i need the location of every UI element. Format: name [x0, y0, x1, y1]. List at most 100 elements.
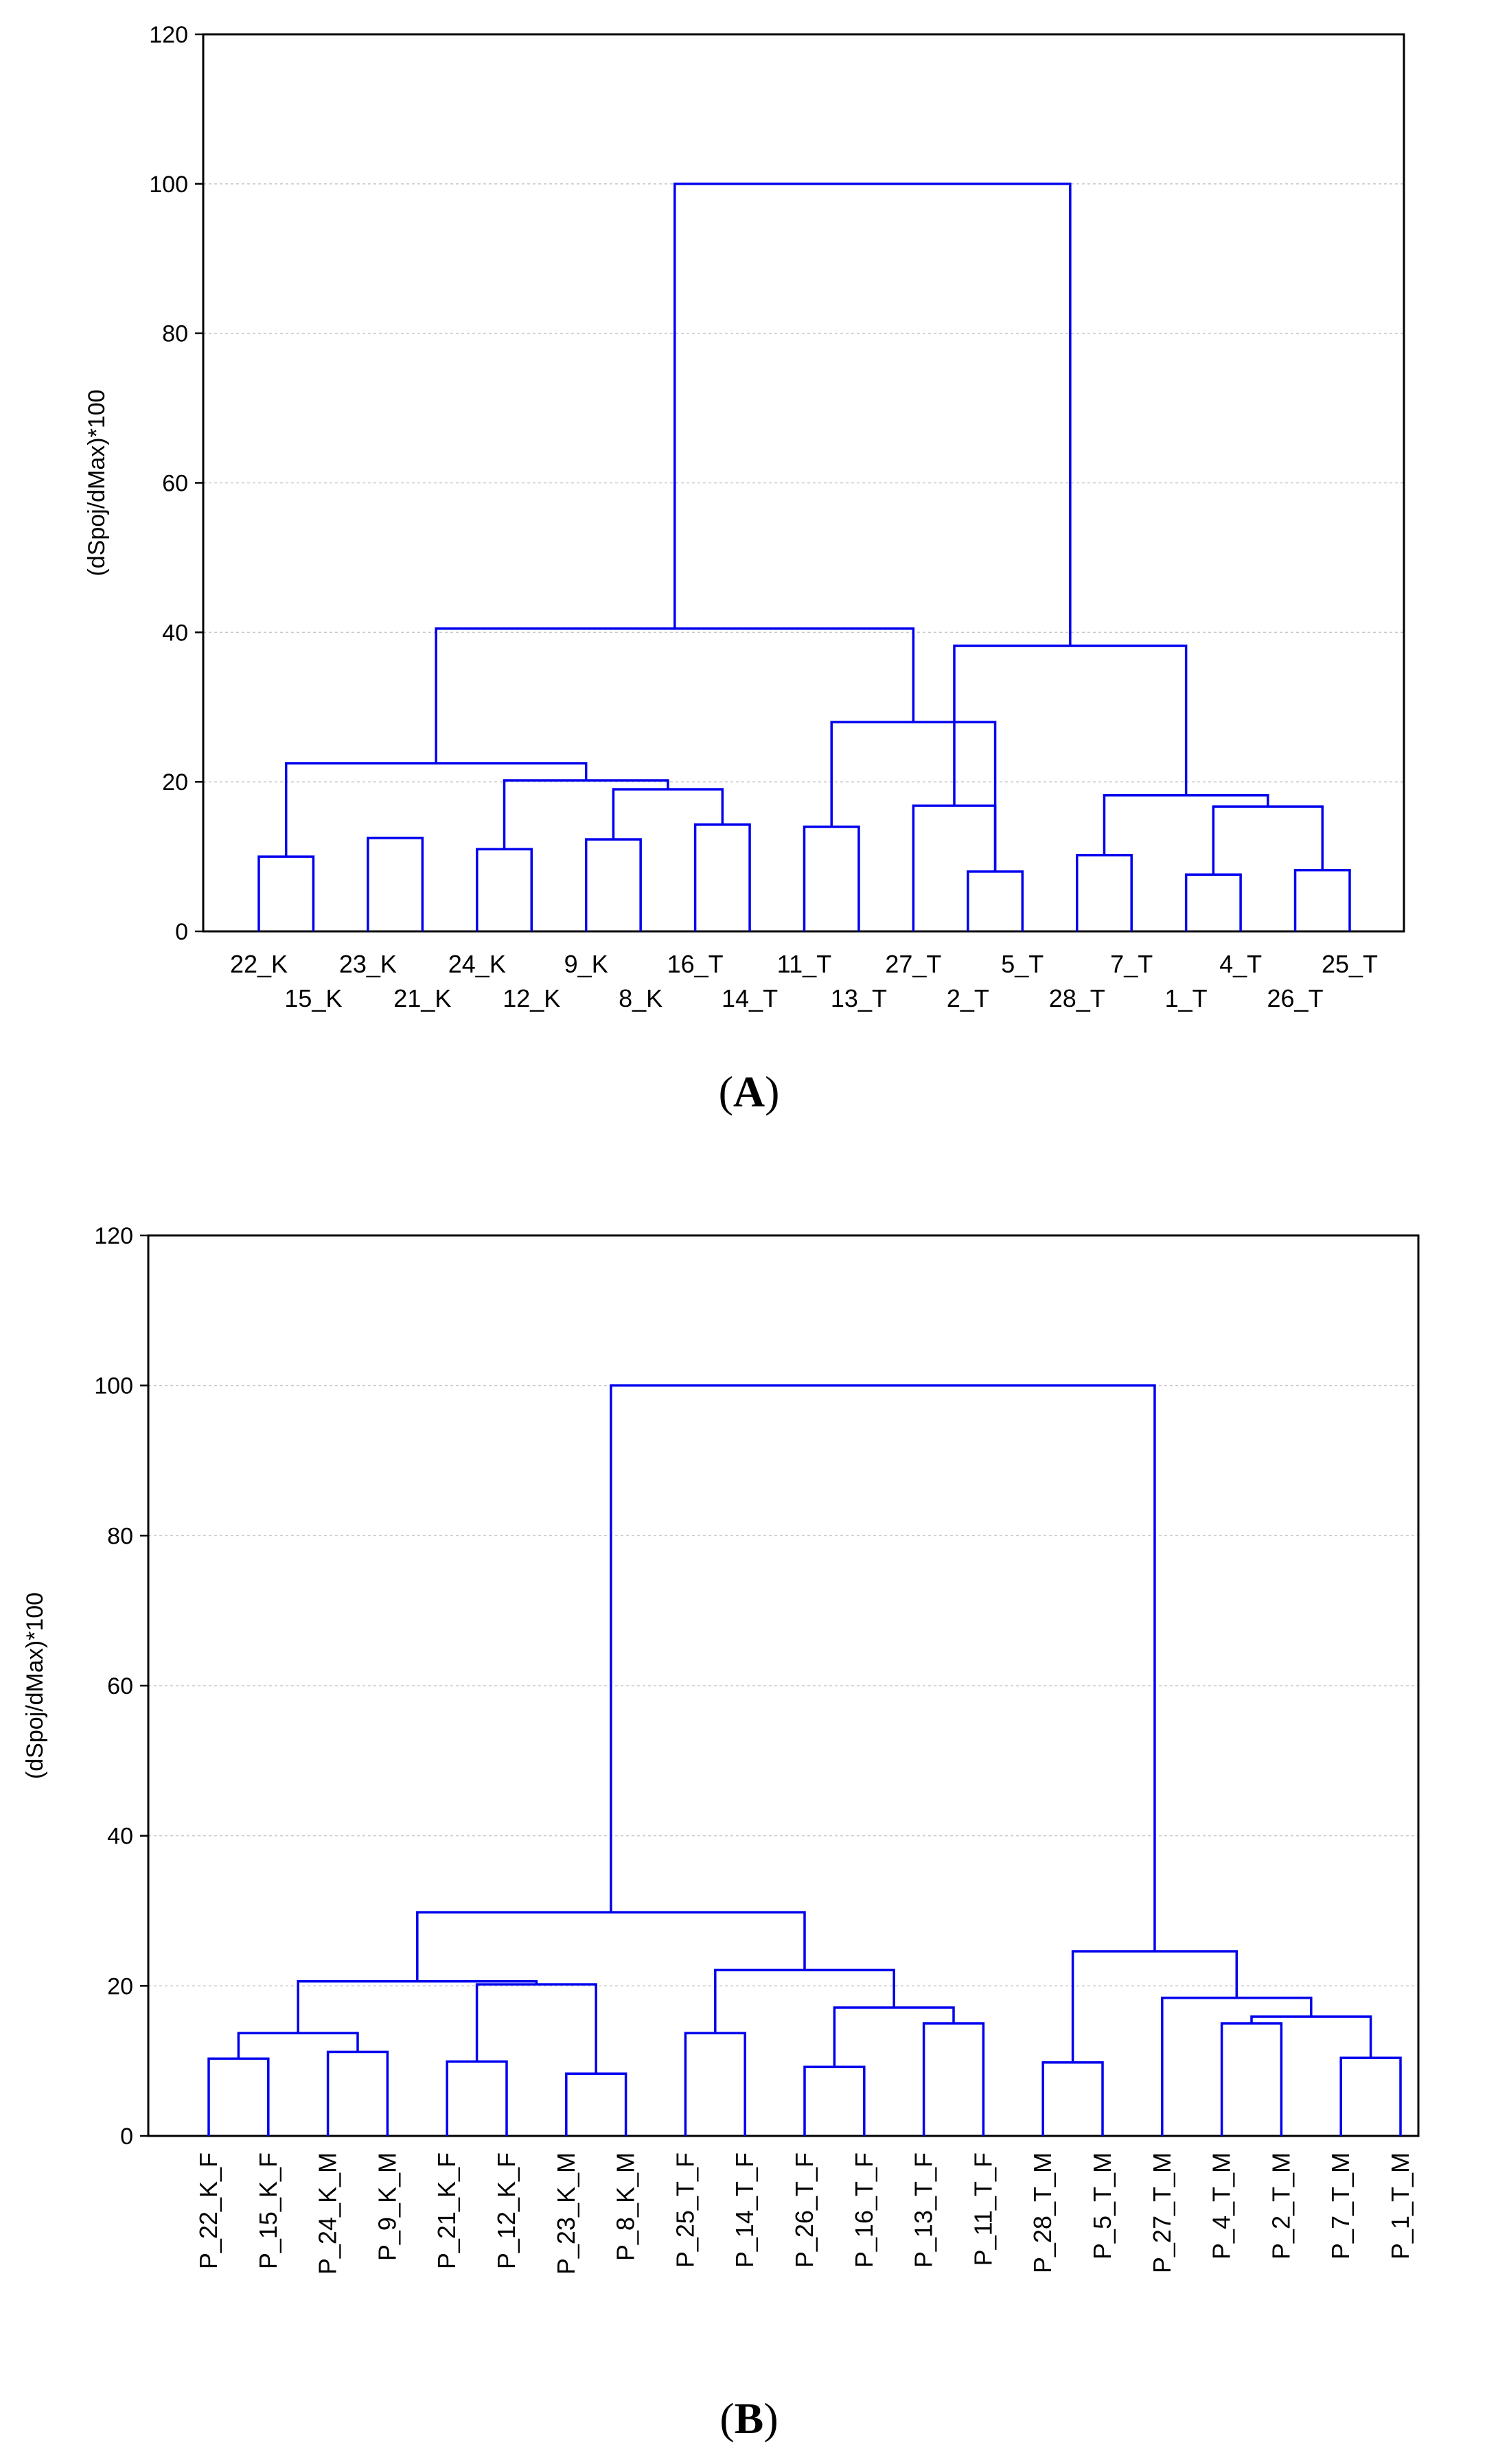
dendrogram-link [1293, 868, 1351, 931]
leaf-label: 5_T [1001, 950, 1044, 978]
dendrogram-link [833, 2006, 955, 2067]
leaf-label: 24_K [448, 950, 506, 978]
leaf-label: P_16_T_F [850, 2152, 878, 2268]
dendrogram-panel-a: 0 20 40 60 80 100 120 (dSpoj/dMax)*100 22_K 15_K 2… [84, 22, 1405, 1116]
leaf-label: 22_K [230, 950, 288, 978]
leaf-label: 2_T [947, 984, 989, 1012]
dendrogram-link [326, 2050, 389, 2136]
dendrogram-link [284, 762, 588, 857]
dendrogram-link [912, 804, 997, 931]
dendrogram-link [1071, 1950, 1238, 2062]
y-tick-label: 100 [149, 172, 188, 198]
leaf-label: 11_T [777, 950, 831, 978]
leaf-label: 28_T [1049, 984, 1105, 1012]
leaf-label: P_2_T_M [1267, 2152, 1295, 2259]
y-tick-label: 60 [162, 471, 188, 497]
dendrogram-link [446, 2060, 508, 2136]
y-tick-label: 40 [107, 1824, 133, 1850]
leaf-label: 25_T [1322, 950, 1378, 978]
leaf-label: P_11_T_F [969, 2152, 997, 2266]
y-tick-label: 80 [162, 321, 188, 347]
dendrogram-link [693, 823, 751, 931]
leaf-label: P_1_T_M [1386, 2152, 1414, 2259]
dendrogram-link [565, 2072, 627, 2136]
dendrogram-link [1041, 2061, 1104, 2136]
panel-label: (A) [719, 1067, 780, 1116]
dendrogram-link [367, 837, 424, 931]
leaf-label: P_8_K_M [612, 2152, 640, 2261]
leaf-label: 9_K [564, 950, 608, 978]
dendrogram-link [1076, 854, 1133, 931]
leaf-label: 12_K [503, 984, 560, 1012]
dendrogram-link [297, 1980, 538, 2034]
leaf-label: 27_T [885, 950, 941, 978]
leaf-label: P_4_T_M [1208, 2152, 1236, 2259]
leaf-label: P_27_T_M [1148, 2152, 1176, 2273]
y-tick-label: 0 [175, 919, 188, 945]
panel-label: (B) [719, 2394, 778, 2443]
leaf-label: 23_K [339, 950, 397, 978]
dendrogram-link [1220, 2022, 1283, 2136]
leaf-label: P_21_K_F [433, 2152, 461, 2269]
leaf-label: 16_T [667, 950, 724, 978]
leaf-label: P_26_T_F [790, 2152, 818, 2268]
dendrogram-link [475, 1983, 597, 2074]
leaf-label: 4_T [1219, 950, 1262, 978]
dendrogram-link [922, 2022, 985, 2136]
y-tick-label: 100 [94, 1373, 133, 1399]
leaf-label: P_9_K_M [373, 2152, 401, 2261]
y-tick-label: 60 [107, 1673, 133, 1699]
leaf-label: 26_T [1267, 984, 1324, 1012]
dendrogram-link [714, 1968, 895, 2034]
leaf-label: P_13_T_F [910, 2152, 938, 2268]
dendrogram-link [684, 2032, 746, 2136]
leaf-label: 14_T [722, 984, 778, 1012]
leaf-label: 15_K [284, 984, 342, 1012]
dendrogram-link [503, 779, 669, 850]
dendrogram-link [612, 788, 724, 840]
y-tick-label: 20 [162, 769, 188, 795]
leaf-label: 13_T [831, 984, 887, 1012]
dendrogram-panel-b: 0 20 40 60 80 100 120 (dSpoj/dMax)*100 P_22_K_F P… [22, 1223, 1420, 2443]
leaf-label: 21_K [393, 984, 451, 1012]
dendrogram-link [1161, 1997, 1313, 2136]
dendrogram-link [803, 2065, 866, 2136]
dendrogram-link [416, 1911, 806, 1981]
leaf-label: P_22_K_F [194, 2152, 222, 2269]
leaf-label: P_24_K_M [314, 2152, 342, 2275]
dendrogram-link [967, 870, 1024, 931]
y-tick-label: 120 [94, 1223, 133, 1249]
dendrogram-link [584, 838, 642, 931]
leaf-label: P_23_K_M [552, 2152, 580, 2275]
y-tick-label: 120 [149, 22, 188, 48]
dendrogram-link [1339, 2056, 1402, 2136]
y-axis-label: (dSpoj/dMax)*100 [22, 1592, 48, 1779]
leaf-label: P_25_T_F [671, 2152, 699, 2268]
dendrogram-link [1212, 805, 1324, 875]
y-tick-label: 0 [120, 2124, 133, 2150]
y-tick-label: 20 [107, 1973, 133, 1999]
dendrogram-link [257, 855, 315, 931]
dendrogram-link [1103, 794, 1269, 855]
dendrogram-link [610, 1384, 1156, 1952]
dendrogram-link [673, 183, 1072, 646]
leaf-label: P_28_T_M [1028, 2152, 1057, 2273]
leaf-label: 8_K [619, 984, 662, 1012]
dendrogram-link [207, 2057, 270, 2136]
leaf-label: P_7_T_M [1326, 2152, 1355, 2259]
leaf-label: 7_T [1110, 950, 1153, 978]
leaf-label: 1_T [1165, 984, 1208, 1012]
y-tick-label: 40 [162, 620, 188, 646]
dendrogram-link [435, 627, 915, 763]
leaf-label: P_14_T_F [730, 2152, 759, 2268]
dendrogram-link [476, 848, 533, 931]
dendrogram-link [1184, 873, 1242, 931]
plot-frame [147, 1234, 1420, 2137]
y-axis-label: (dSpoj/dMax)*100 [84, 389, 110, 576]
dendrogram-link [237, 2032, 359, 2059]
leaf-label: P_15_K_F [254, 2152, 282, 2269]
leaf-label: P_12_K_F [492, 2152, 520, 2269]
y-tick-label: 80 [107, 1523, 133, 1549]
dendrogram-link [803, 825, 860, 931]
